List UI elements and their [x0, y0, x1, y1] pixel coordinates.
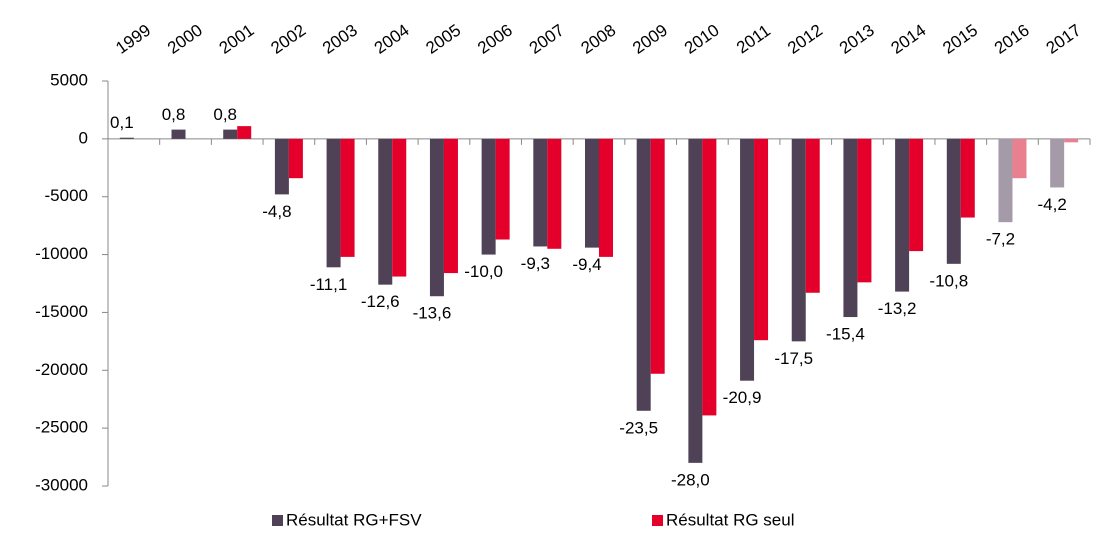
- data-label: -10,8: [929, 271, 968, 290]
- y-tick-label: -10000: [35, 244, 88, 263]
- x-tick-label: 2001: [216, 21, 258, 58]
- x-tick-label: 2005: [422, 21, 464, 58]
- x-tick-label: 2003: [319, 21, 361, 58]
- bar: [274, 138, 289, 195]
- bar: [1012, 138, 1027, 179]
- x-tick-label: 2012: [784, 21, 826, 58]
- legend-swatch: [272, 515, 283, 526]
- bar: [119, 137, 134, 139]
- x-tick-label: 1999: [112, 21, 154, 58]
- data-label: -28,0: [671, 470, 710, 489]
- bar: [533, 138, 548, 247]
- x-tick-label: 2015: [939, 21, 981, 58]
- legend-label: Résultat RG+FSV: [286, 510, 422, 529]
- x-tick-label: 2013: [836, 21, 878, 58]
- data-label: 0,8: [213, 105, 237, 124]
- bar: [378, 138, 393, 285]
- bar: [481, 138, 496, 255]
- bar: [791, 138, 806, 342]
- y-tick-label: 5000: [50, 70, 88, 89]
- bar: [1064, 138, 1079, 143]
- bar: [754, 138, 769, 341]
- bar: [650, 138, 665, 374]
- bar: [843, 138, 858, 318]
- data-label: -9,3: [521, 254, 550, 273]
- bar: [960, 138, 975, 218]
- data-label: -11,1: [310, 275, 348, 294]
- bar: [740, 138, 755, 381]
- y-tick-label: -20000: [35, 360, 88, 379]
- data-label: -15,4: [826, 325, 865, 344]
- data-label: -7,2: [986, 230, 1015, 249]
- data-label: 0,1: [110, 113, 134, 132]
- bar: [223, 129, 238, 139]
- y-tick-label: -15000: [35, 302, 88, 321]
- data-label: -4,2: [1038, 195, 1067, 214]
- x-tick-label: 2002: [267, 21, 309, 58]
- y-tick-label: -25000: [35, 418, 88, 437]
- data-label: -13,2: [878, 299, 917, 318]
- x-tick-label: 2017: [1043, 21, 1085, 58]
- data-label: -13,6: [413, 304, 452, 323]
- y-tick-label: -5000: [45, 186, 88, 205]
- bar: [946, 138, 961, 264]
- x-tick-label: 2016: [991, 21, 1033, 58]
- x-tick-label: 2009: [629, 21, 671, 58]
- x-tick-label: 2014: [888, 21, 930, 58]
- bar: [326, 138, 341, 268]
- bar: [237, 126, 252, 139]
- bar: [443, 138, 458, 274]
- bar: [857, 138, 872, 283]
- data-label: -17,5: [774, 349, 813, 368]
- bar: [895, 138, 910, 292]
- x-tick-label: 2010: [681, 21, 723, 58]
- y-tick-label: -30000: [35, 475, 88, 494]
- data-label: -9,4: [572, 255, 601, 274]
- data-label: -12,6: [361, 292, 400, 311]
- bar: [702, 138, 717, 416]
- x-tick-label: 2011: [733, 21, 774, 58]
- bar: [171, 129, 186, 139]
- x-tick-label: 2007: [526, 21, 568, 58]
- x-tick-label: 2000: [164, 21, 206, 58]
- data-label: -10,0: [464, 262, 503, 281]
- data-label: -20,9: [723, 388, 762, 407]
- bar: [392, 138, 407, 277]
- x-tick-label: 2008: [577, 21, 619, 58]
- x-tick-label: 2006: [474, 21, 516, 58]
- data-label: -4,8: [262, 202, 291, 221]
- bar: [909, 138, 924, 252]
- x-tick-label: 2004: [371, 21, 413, 58]
- data-label: 0,8: [162, 105, 186, 124]
- bar: [585, 138, 599, 248]
- data-label: -23,5: [619, 418, 658, 437]
- legend-swatch: [652, 515, 663, 526]
- legend-label: Résultat RG seul: [666, 510, 795, 529]
- bar: [805, 138, 820, 293]
- bar: [688, 138, 703, 463]
- bar: [288, 138, 303, 179]
- bar: [998, 138, 1013, 223]
- bar: [1050, 138, 1065, 188]
- bar: [429, 138, 444, 297]
- bar: [547, 138, 562, 249]
- bar: [636, 138, 651, 411]
- bar: [340, 138, 355, 257]
- bar: [495, 138, 510, 240]
- y-tick-label: 0: [79, 128, 88, 147]
- bar: [599, 138, 613, 257]
